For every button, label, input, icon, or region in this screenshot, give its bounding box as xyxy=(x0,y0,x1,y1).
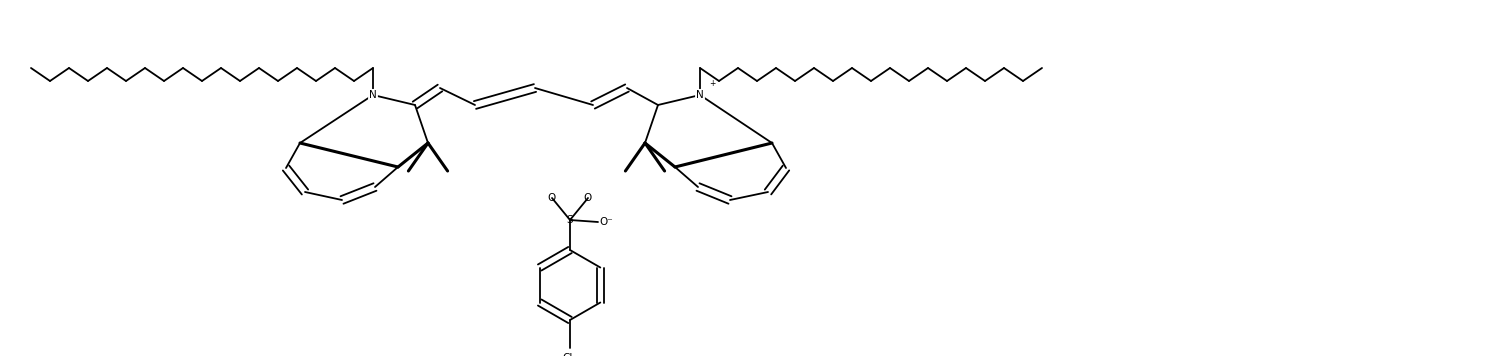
Text: O⁻: O⁻ xyxy=(599,217,613,227)
Text: Cl: Cl xyxy=(562,353,573,356)
Text: +: + xyxy=(709,79,715,88)
Text: N: N xyxy=(369,90,377,100)
Text: O: O xyxy=(585,193,592,203)
Text: O: O xyxy=(547,193,556,203)
Text: S: S xyxy=(567,215,573,225)
Text: N: N xyxy=(697,90,704,100)
